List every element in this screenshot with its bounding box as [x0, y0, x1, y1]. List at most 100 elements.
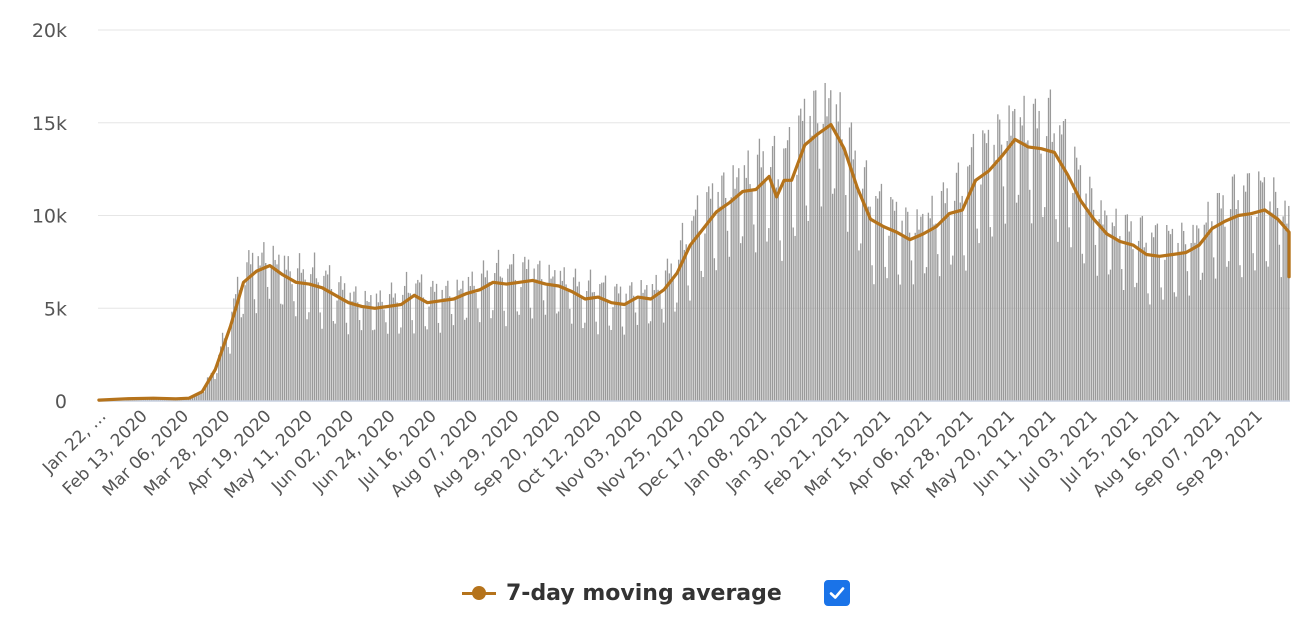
daily-bar — [510, 264, 513, 401]
daily-bar — [1038, 110, 1040, 402]
daily-bar — [203, 392, 205, 401]
daily-bar — [310, 274, 312, 401]
daily-bar — [912, 284, 915, 401]
daily-bar — [1077, 169, 1080, 401]
daily-bar — [786, 140, 789, 402]
daily-bar — [450, 314, 453, 401]
daily-bar — [584, 322, 586, 401]
daily-bar — [595, 321, 597, 401]
daily-bar — [646, 285, 648, 401]
daily-bar — [285, 269, 288, 401]
daily-bar — [163, 399, 166, 401]
daily-bar — [1017, 194, 1020, 401]
daily-bar — [612, 307, 614, 401]
daily-bar — [715, 270, 717, 401]
daily-bar — [1092, 209, 1095, 401]
daily-bar — [253, 299, 256, 401]
daily-bar — [978, 243, 980, 401]
daily-bar — [764, 180, 766, 401]
daily-bar — [816, 123, 819, 401]
daily-bar — [313, 252, 316, 401]
daily-bar — [999, 119, 1001, 402]
daily-bar — [730, 197, 732, 401]
daily-bar — [1280, 277, 1282, 401]
daily-bar — [818, 168, 821, 401]
daily-bar — [1207, 201, 1209, 401]
daily-bar — [908, 232, 911, 401]
daily-bar — [447, 280, 449, 401]
daily-bar — [525, 268, 528, 401]
daily-bar — [987, 129, 990, 401]
daily-bar — [1062, 121, 1065, 402]
daily-bar — [1012, 111, 1014, 402]
daily-bar — [195, 393, 197, 401]
daily-bar — [706, 192, 708, 401]
daily-bar — [400, 327, 402, 401]
daily-bar — [644, 289, 646, 401]
daily-bar — [591, 292, 594, 401]
daily-bar — [1244, 191, 1247, 401]
daily-bar — [576, 286, 579, 401]
daily-bar — [1047, 97, 1050, 402]
daily-bar — [563, 267, 565, 401]
daily-bar — [494, 273, 496, 401]
daily-bar — [931, 195, 933, 401]
daily-bar — [1218, 192, 1220, 401]
daily-bar — [539, 260, 541, 401]
daily-bar — [867, 206, 869, 401]
daily-bar — [1246, 173, 1249, 401]
daily-bar — [1004, 223, 1006, 401]
daily-bar — [974, 180, 976, 401]
daily-bar — [873, 284, 875, 401]
daily-bar — [387, 333, 389, 401]
daily-bar — [435, 283, 438, 401]
daily-bar — [512, 253, 515, 401]
daily-bar — [848, 127, 851, 401]
legend-item-moving-average[interactable]: 7-day moving average — [462, 581, 782, 606]
daily-bar — [1060, 134, 1063, 401]
daily-bar — [835, 104, 838, 401]
daily-bar — [1119, 236, 1121, 401]
daily-bar — [640, 280, 642, 401]
daily-bar — [312, 267, 314, 401]
daily-bar — [499, 276, 502, 401]
daily-bar — [1184, 244, 1187, 401]
daily-bar — [458, 290, 460, 401]
daily-bar — [944, 203, 946, 401]
daily-bar — [148, 398, 151, 401]
daily-bar — [970, 147, 973, 401]
daily-bar — [1156, 223, 1159, 401]
daily-bar — [578, 281, 580, 401]
daily-bar — [287, 256, 289, 401]
daily-bar — [678, 259, 680, 401]
daily-bar — [1030, 223, 1033, 401]
daily-bar — [777, 179, 779, 401]
daily-bar — [1154, 225, 1157, 401]
y-tick-label: 10k — [32, 206, 67, 228]
daily-bar — [753, 224, 755, 401]
daily-bar — [473, 285, 475, 401]
daily-bar — [1066, 176, 1068, 401]
daily-bar — [747, 150, 749, 401]
daily-bar — [1021, 125, 1023, 401]
daily-bar — [771, 146, 774, 401]
daily-bar — [886, 278, 888, 401]
daily-bar — [315, 278, 318, 401]
daily-bar — [1263, 177, 1266, 401]
daily-bar — [587, 280, 590, 401]
daily-bar — [882, 226, 884, 401]
series-toggle-checkbox[interactable] — [823, 580, 850, 606]
daily-bar — [251, 252, 254, 401]
daily-bar — [1111, 222, 1113, 401]
daily-bar — [501, 277, 503, 401]
daily-bar — [1209, 230, 1211, 401]
daily-bar — [815, 90, 817, 401]
daily-bar — [1055, 219, 1057, 401]
daily-bar — [486, 270, 488, 401]
daily-bar — [661, 309, 663, 401]
daily-bar — [1106, 215, 1108, 401]
daily-bar — [1265, 261, 1267, 401]
daily-bar — [749, 184, 751, 401]
daily-bar — [567, 291, 569, 401]
daily-bar — [938, 276, 941, 401]
